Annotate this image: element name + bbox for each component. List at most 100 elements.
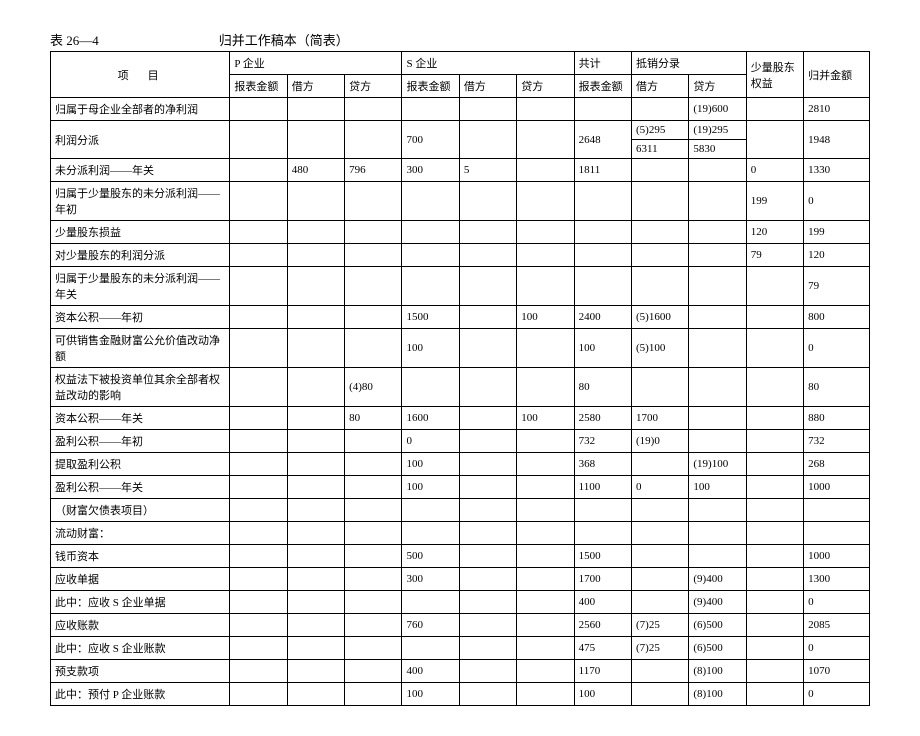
cell-s_amt: 700: [402, 121, 459, 159]
cell-p_dr: [287, 430, 344, 453]
cell-s_dr: [459, 98, 516, 121]
cell-off_cr: (19)600: [689, 98, 746, 121]
col-p-dr: 借方: [287, 75, 344, 98]
cell-off_cr: (6)500: [689, 637, 746, 660]
cell-p_amt: [230, 430, 287, 453]
cell-label: 对少量股东的利润分派: [51, 244, 230, 267]
table-row: 此中：预付 P 企业账款100100(8)1000: [51, 683, 870, 706]
cell-p_amt: [230, 182, 287, 221]
cell-off_dr: [632, 522, 689, 545]
col-p-amt: 报表金额: [230, 75, 287, 98]
cell-p_dr: [287, 545, 344, 568]
cell-p_dr: [287, 614, 344, 637]
cell-off_cr: 5830: [689, 140, 746, 159]
cell-s_cr: 100: [517, 306, 574, 329]
cell-p_cr: [345, 221, 402, 244]
cell-p_dr: 480: [287, 159, 344, 182]
cell-s_dr: [459, 476, 516, 499]
cell-p_amt: [230, 244, 287, 267]
cell-s_cr: [517, 121, 574, 159]
cell-s_dr: [459, 121, 516, 159]
cell-s_cr: [517, 522, 574, 545]
cell-s_amt: [402, 522, 459, 545]
cell-s_cr: [517, 267, 574, 306]
cell-p_cr: 80: [345, 407, 402, 430]
cell-p_cr: [345, 545, 402, 568]
table-row: 提取盈利公积100368(19)100268: [51, 453, 870, 476]
cell-p_cr: [345, 476, 402, 499]
cell-s_dr: [459, 660, 516, 683]
cell-tot: [574, 499, 631, 522]
cell-fin: 880: [804, 407, 870, 430]
cell-off_cr: [689, 368, 746, 407]
cell-tot: 1811: [574, 159, 631, 182]
cell-p_amt: [230, 522, 287, 545]
cell-tot: [574, 221, 631, 244]
cell-s_cr: [517, 683, 574, 706]
cell-s_amt: [402, 221, 459, 244]
cell-p_cr: [345, 591, 402, 614]
cell-fin: 80: [804, 368, 870, 407]
cell-min: [746, 545, 803, 568]
col-p: P 企业: [230, 52, 402, 75]
cell-fin: 1000: [804, 545, 870, 568]
cell-min: [746, 267, 803, 306]
cell-min: [746, 430, 803, 453]
table-row: 应收单据3001700(9)4001300: [51, 568, 870, 591]
cell-p_amt: [230, 121, 287, 159]
cell-off_dr: [632, 244, 689, 267]
table-row: 应收账款7602560(7)25(6)5002085: [51, 614, 870, 637]
cell-s_dr: [459, 683, 516, 706]
cell-p_amt: [230, 159, 287, 182]
cell-fin: 732: [804, 430, 870, 453]
cell-off_dr: [632, 568, 689, 591]
cell-p_dr: [287, 453, 344, 476]
cell-p_cr: [345, 182, 402, 221]
cell-p_cr: [345, 568, 402, 591]
cell-off_cr: (19)100: [689, 453, 746, 476]
cell-s_cr: [517, 591, 574, 614]
cell-off_cr: (6)500: [689, 614, 746, 637]
cell-min: [746, 121, 803, 159]
cell-p_cr: [345, 267, 402, 306]
cell-s_amt: 400: [402, 660, 459, 683]
cell-off_dr: [632, 368, 689, 407]
cell-s_dr: [459, 568, 516, 591]
cell-label: 少量股东损益: [51, 221, 230, 244]
cell-p_cr: [345, 98, 402, 121]
cell-s_amt: 100: [402, 329, 459, 368]
cell-label: 此中：应收 S 企业账款: [51, 637, 230, 660]
cell-min: [746, 568, 803, 591]
cell-p_dr: [287, 244, 344, 267]
cell-off_cr: [689, 545, 746, 568]
table-row: 此中：应收 S 企业账款475(7)25(6)5000: [51, 637, 870, 660]
col-p-cr: 贷方: [345, 75, 402, 98]
cell-p_dr: [287, 98, 344, 121]
cell-s_dr: [459, 637, 516, 660]
cell-min: 120: [746, 221, 803, 244]
cell-p_cr: [345, 329, 402, 368]
cell-p_dr: [287, 368, 344, 407]
cell-fin: 1000: [804, 476, 870, 499]
cell-off_dr: (19)0: [632, 430, 689, 453]
table-row: 资本公积——年关80160010025801700880: [51, 407, 870, 430]
cell-p_cr: [345, 499, 402, 522]
cell-s_cr: [517, 159, 574, 182]
cell-off_dr: [632, 98, 689, 121]
cell-label: 预支款项: [51, 660, 230, 683]
cell-p_amt: [230, 453, 287, 476]
cell-p_dr: [287, 522, 344, 545]
cell-p_dr: [287, 660, 344, 683]
cell-off_cr: (8)100: [689, 683, 746, 706]
cell-s_cr: [517, 244, 574, 267]
cell-off_cr: [689, 329, 746, 368]
col-s-cr: 贷方: [517, 75, 574, 98]
cell-s_cr: [517, 476, 574, 499]
cell-p_dr: [287, 407, 344, 430]
cell-tot: 1170: [574, 660, 631, 683]
table-row: 少量股东损益120199: [51, 221, 870, 244]
cell-fin: 79: [804, 267, 870, 306]
table-title: 归并工作稿本（简表）: [219, 30, 349, 49]
cell-off_dr: [632, 453, 689, 476]
cell-off_dr: (5)1600: [632, 306, 689, 329]
